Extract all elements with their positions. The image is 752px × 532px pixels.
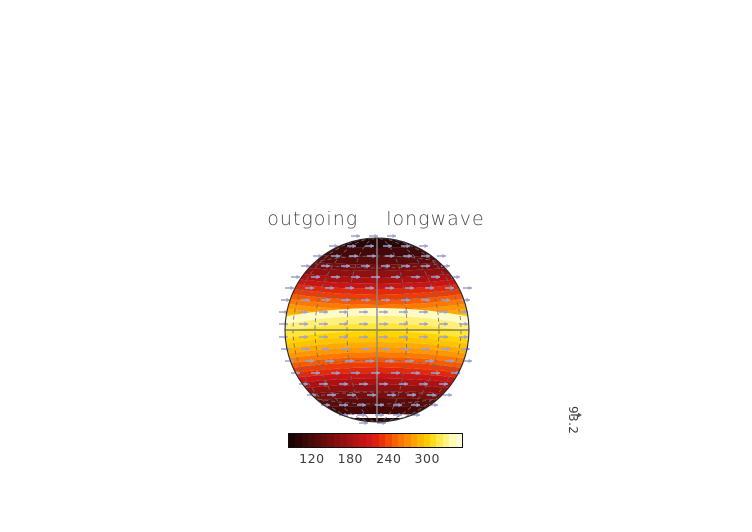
colorbar-segment xyxy=(404,434,411,447)
globe-svg xyxy=(278,233,473,426)
colorbar-segment xyxy=(327,434,334,447)
reference-vector: 93.2 xyxy=(566,398,602,450)
colorbar-segment xyxy=(289,434,296,447)
colorbar-segment xyxy=(391,434,398,447)
colorbar-tick-label: 120 xyxy=(299,451,325,466)
reference-vector-label: 93.2 xyxy=(566,406,580,435)
colorbar-segment xyxy=(423,434,430,447)
colorbar-segment xyxy=(429,434,437,447)
colorbar-segment xyxy=(295,434,302,447)
colorbar-segment xyxy=(353,434,360,447)
colorbar-segment xyxy=(333,434,341,447)
colorbar-segment xyxy=(308,434,315,447)
colorbar-segment xyxy=(397,434,405,447)
colorbar-segment xyxy=(378,434,386,447)
colorbar-tick-label: 300 xyxy=(414,451,440,466)
colorbar-segment xyxy=(385,434,392,447)
colorbar-segment xyxy=(436,434,443,447)
colorbar-segment xyxy=(455,434,462,447)
reference-vector-arrow-icon xyxy=(571,412,582,418)
colorbar-tick-label: 180 xyxy=(337,451,363,466)
colorbar-segments[interactable] xyxy=(288,433,463,448)
page-title: outgoing longwave xyxy=(267,208,485,230)
colorbar-segment xyxy=(340,434,347,447)
globe-map xyxy=(277,232,477,428)
colorbar-segment xyxy=(449,434,456,447)
colorbar-segment xyxy=(321,434,328,447)
graticule xyxy=(285,238,469,422)
colorbar-segment xyxy=(417,434,424,447)
colorbar-tick-labels: 120 180 240 300 xyxy=(266,451,486,469)
colorbar-segment xyxy=(372,434,379,447)
colorbar-segment xyxy=(359,434,366,447)
colorbar-segment xyxy=(301,434,309,447)
colorbar-segment xyxy=(365,434,373,447)
colorbar-segment xyxy=(314,434,322,447)
colorbar-segment xyxy=(346,434,354,447)
colorbar[interactable] xyxy=(288,433,463,448)
colorbar-segment xyxy=(410,434,418,447)
globe-outline xyxy=(284,237,470,423)
colorbar-segment xyxy=(442,434,450,447)
colorbar-tick-label: 240 xyxy=(376,451,402,466)
